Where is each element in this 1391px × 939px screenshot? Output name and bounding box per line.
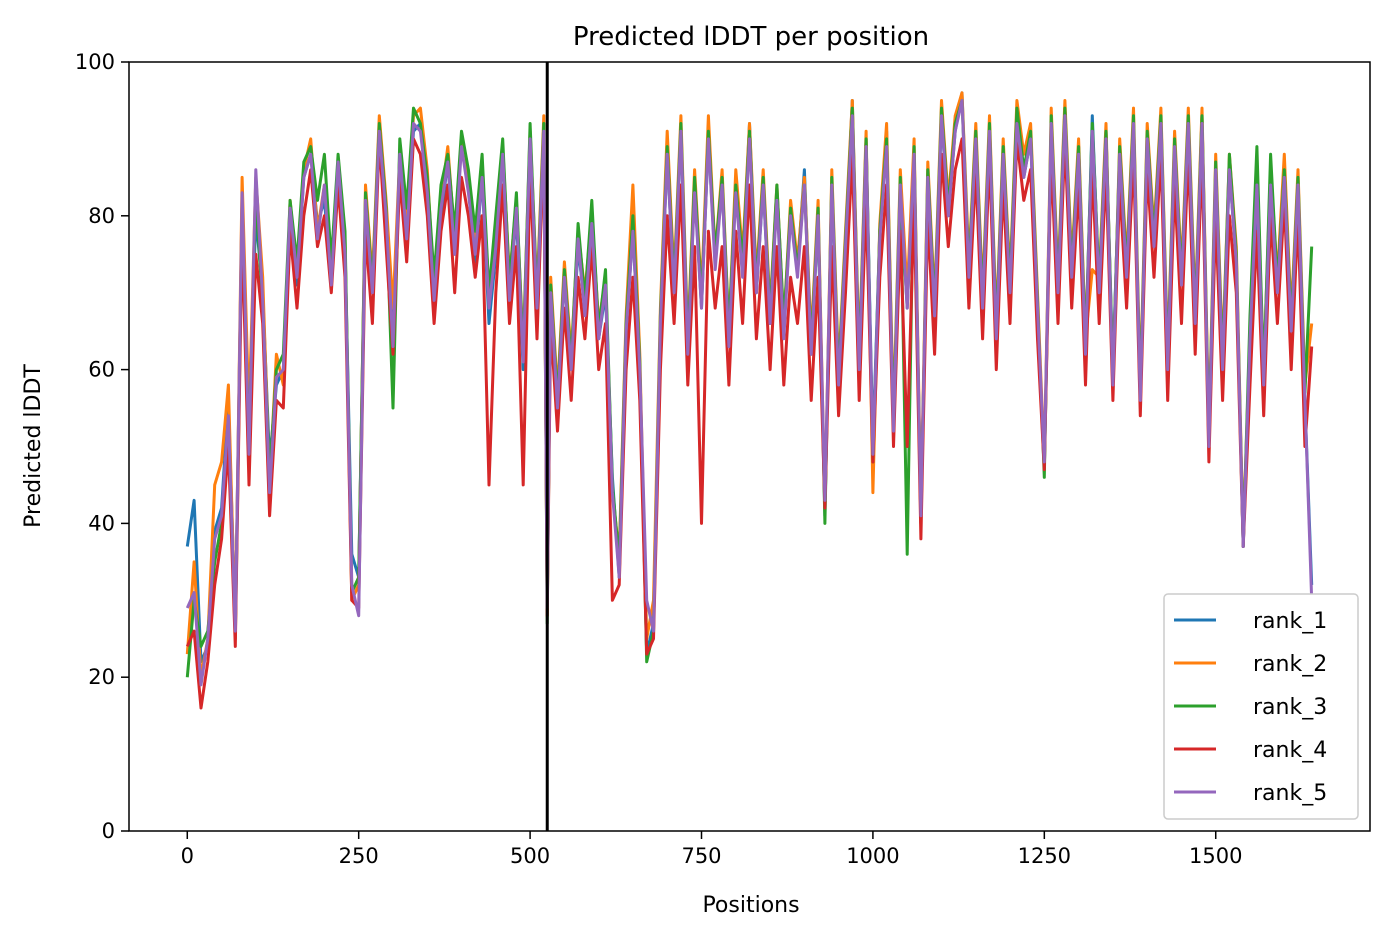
chart-title: Predicted lDDT per position xyxy=(573,22,929,52)
plot-frame xyxy=(128,61,1371,832)
legend-label-rank_5: rank_5 xyxy=(1253,781,1327,806)
y-axis: 0 20 40 60 80 100 xyxy=(75,50,129,843)
x-axis-title: Positions xyxy=(702,893,799,918)
legend-label-rank_4: rank_4 xyxy=(1253,738,1327,763)
y-tick-label: 0 xyxy=(102,819,115,843)
y-tick-label: 80 xyxy=(88,204,115,228)
legend: rank_1 rank_2 rank_3 rank_4 rank_5 xyxy=(1163,593,1359,820)
plot-lines xyxy=(185,91,1314,710)
legend-label-rank_3: rank_3 xyxy=(1253,695,1327,720)
x-tick-label: 500 xyxy=(510,844,550,868)
x-tick-label: 250 xyxy=(339,844,379,868)
y-tick-label: 20 xyxy=(88,665,115,689)
x-tick-label: 1500 xyxy=(1189,844,1242,868)
legend-box xyxy=(1163,593,1359,820)
x-tick-label: 750 xyxy=(681,844,721,868)
x-tick-label: 0 xyxy=(181,844,194,868)
legend-label-rank_1: rank_1 xyxy=(1253,609,1327,634)
series-line-rank_5 xyxy=(185,99,1314,687)
y-tick-label: 60 xyxy=(88,358,115,382)
y-tick-label: 100 xyxy=(75,50,115,74)
legend-label-rank_2: rank_2 xyxy=(1253,652,1327,677)
y-tick-label: 40 xyxy=(88,511,115,535)
x-tick-label: 1000 xyxy=(846,844,899,868)
y-axis-title: Predicted lDDT xyxy=(21,364,46,528)
x-tick-label: 1250 xyxy=(1018,844,1071,868)
x-axis: 0 250 500 750 1000 1250 1500 xyxy=(181,831,1242,868)
